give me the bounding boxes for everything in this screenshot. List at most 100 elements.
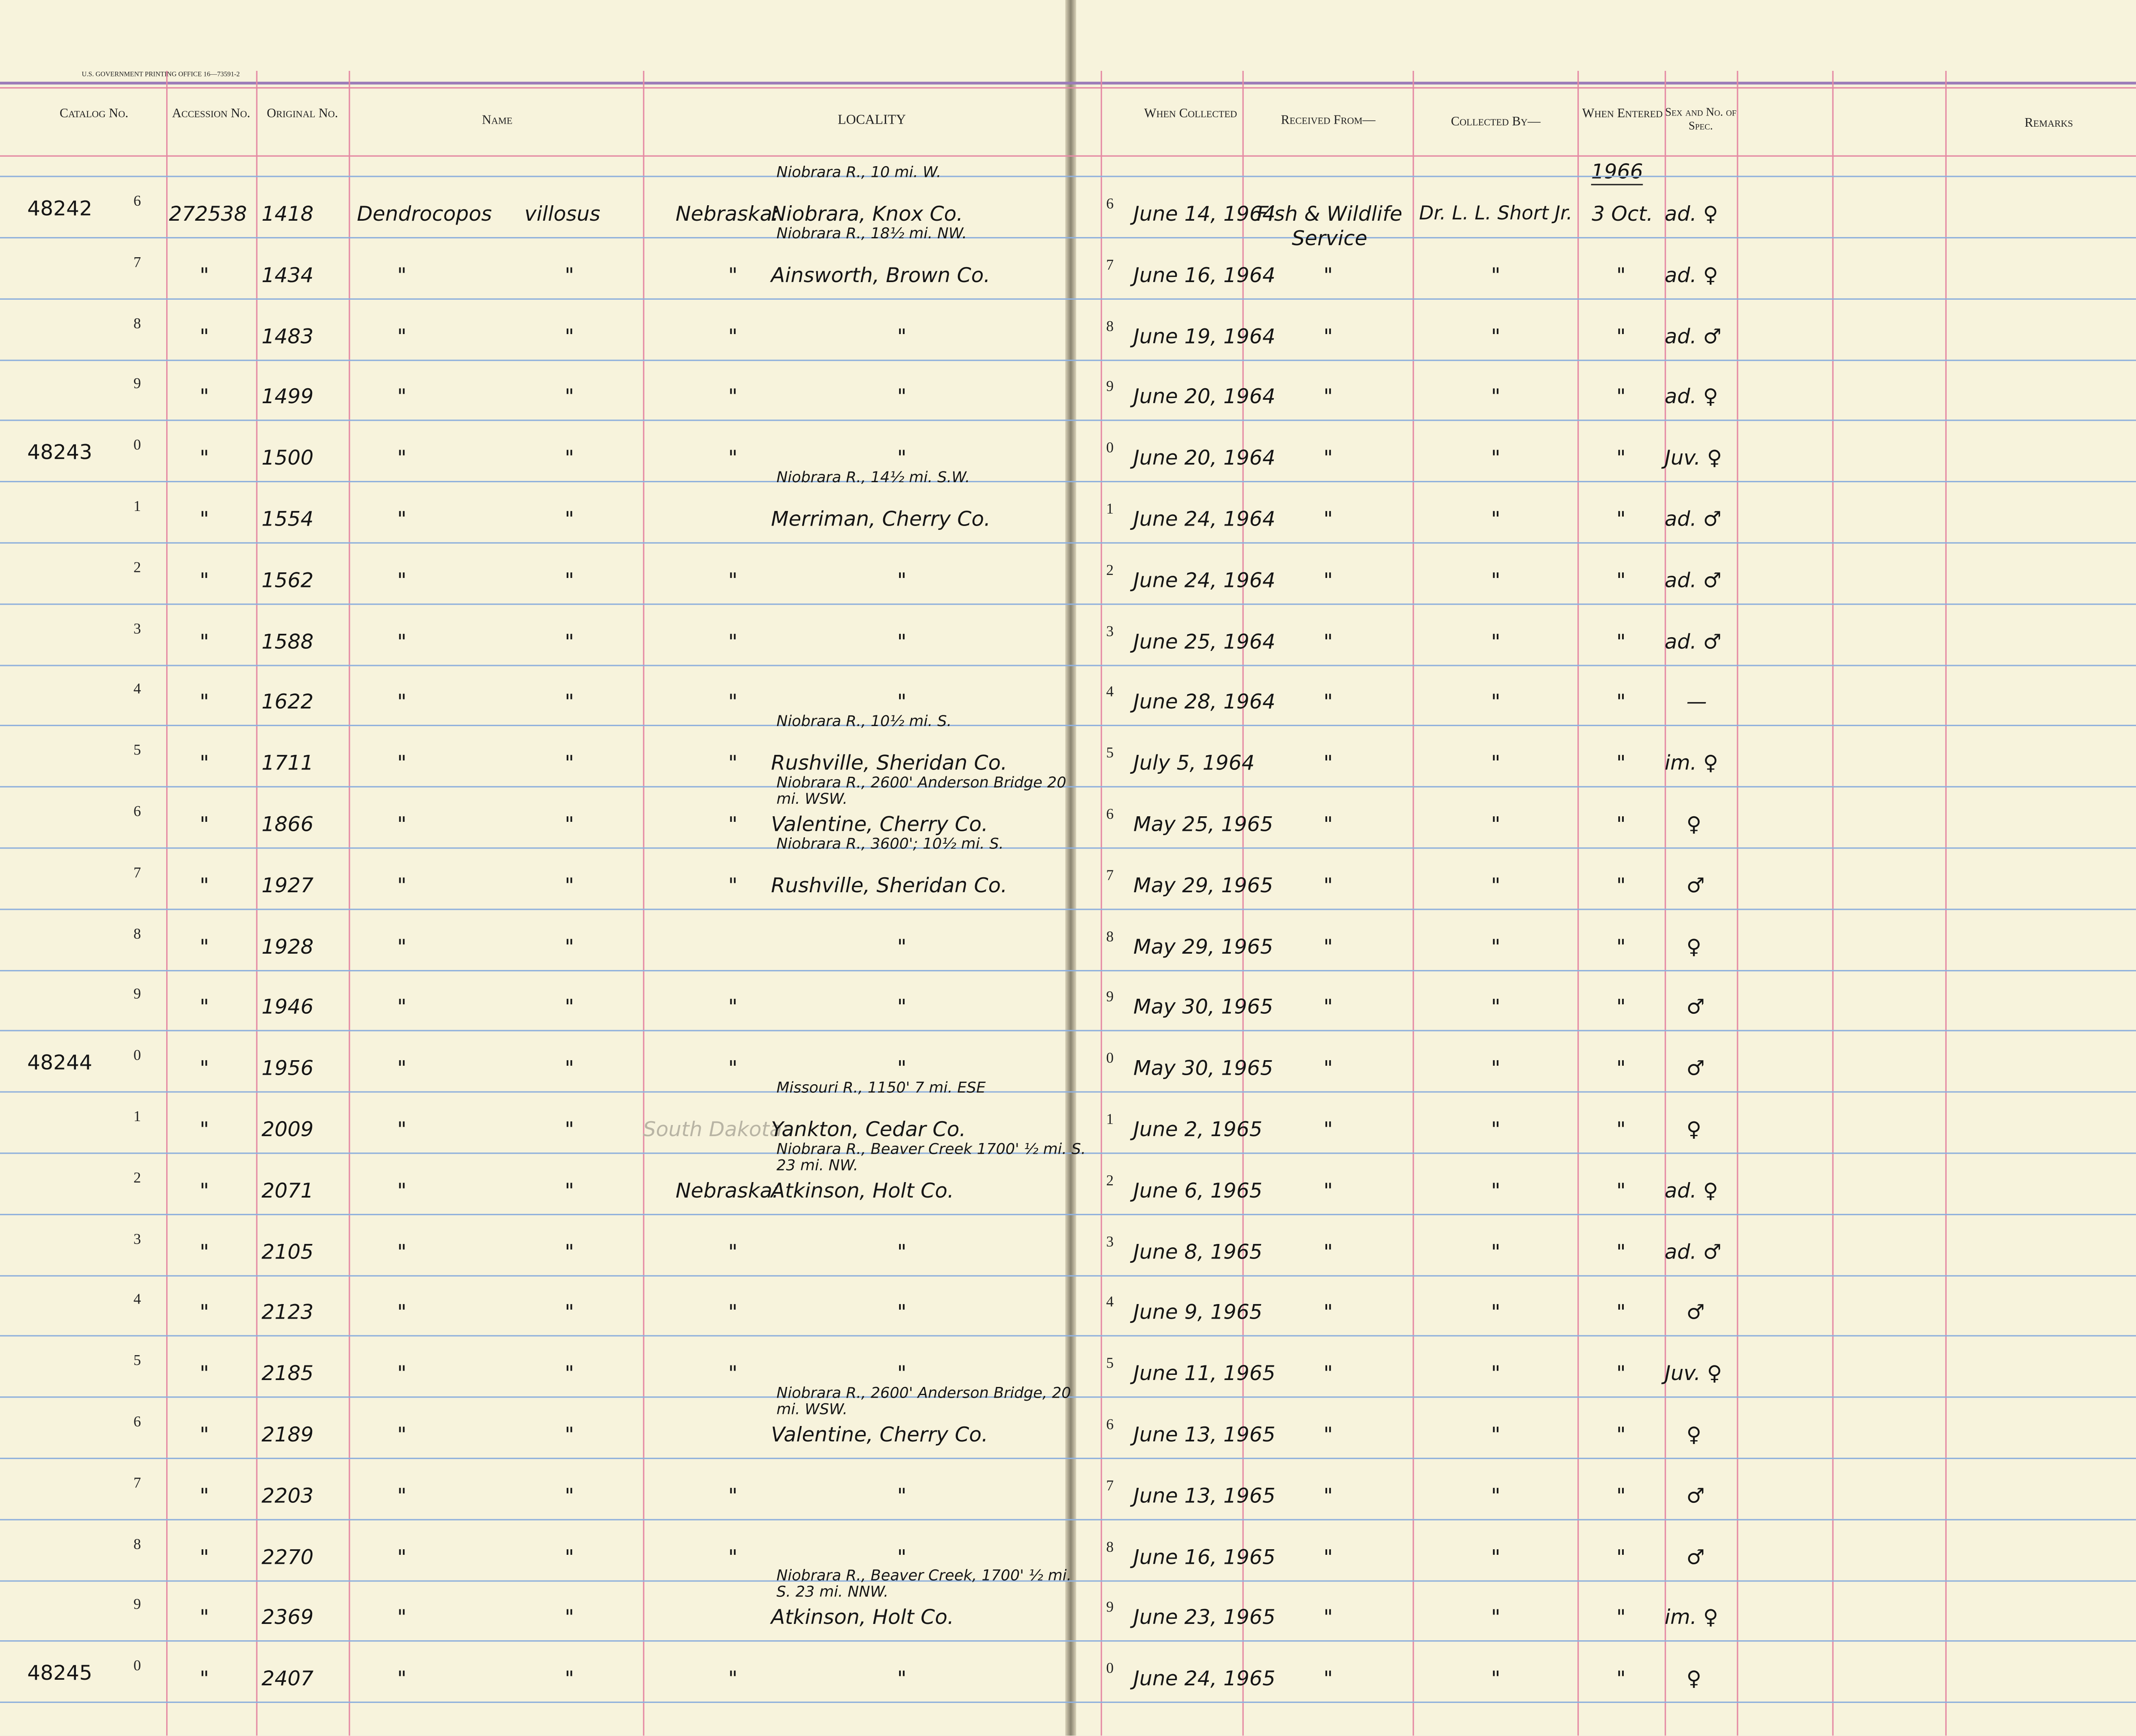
locality: " <box>897 995 907 1020</box>
original-number: 1946 <box>261 995 314 1020</box>
collected-by: " <box>1491 1178 1501 1203</box>
date-collected: June 14, 1964 <box>1133 201 1276 226</box>
state: " <box>728 1300 738 1325</box>
received-from: " <box>1323 568 1333 593</box>
row-digit: 0 <box>1106 440 1114 457</box>
row-digit: 9 <box>133 1597 141 1614</box>
original-number: 1434 <box>261 262 314 287</box>
row-digit: 1 <box>133 1109 141 1125</box>
locality-note: Niobrara R., 3600'; 10½ mi. S. <box>776 835 1004 853</box>
row-rule <box>0 542 2136 544</box>
sex: ♂ <box>1686 1300 1705 1325</box>
row-rule <box>0 847 2136 849</box>
when-entered: " <box>1616 1605 1626 1630</box>
header-catalog: Catalog No. <box>59 107 128 122</box>
species: " <box>565 568 574 593</box>
when-entered: " <box>1616 690 1626 714</box>
accession-number: " <box>199 1666 209 1691</box>
original-number: 1483 <box>261 323 314 348</box>
when-entered: " <box>1616 446 1626 471</box>
original-number: 1928 <box>261 934 314 959</box>
when-entered: " <box>1616 262 1626 287</box>
header-collected-by: Collected By— <box>1451 116 1541 130</box>
date-collected: June 28, 1964 <box>1133 690 1276 714</box>
top-rule <box>0 82 2136 85</box>
locality: Ainsworth, Brown Co. <box>771 262 991 287</box>
genus: " <box>397 812 407 837</box>
received-from: " <box>1323 1361 1333 1386</box>
original-number: 2185 <box>261 1361 314 1386</box>
original-number: 1418 <box>261 201 314 226</box>
state: " <box>728 751 738 775</box>
column-rule <box>1413 70 1414 1736</box>
genus: " <box>397 1056 407 1081</box>
original-number: 2407 <box>261 1666 314 1691</box>
row-rule <box>0 1641 2136 1642</box>
when-entered: " <box>1616 1361 1626 1386</box>
genus: " <box>397 873 407 898</box>
when-entered: " <box>1616 995 1626 1020</box>
locality: " <box>897 1483 907 1508</box>
accession-number: " <box>199 568 209 593</box>
sex: ad. ♂ <box>1665 507 1722 532</box>
sex: ad. ♀ <box>1665 384 1718 410</box>
accession-number: " <box>199 873 209 898</box>
when-entered: " <box>1616 1544 1626 1569</box>
genus: " <box>397 446 407 471</box>
row-rule <box>0 1274 2136 1276</box>
locality: " <box>897 1056 907 1081</box>
sex: ♂ <box>1686 995 1705 1020</box>
locality: " <box>897 1239 907 1264</box>
original-number: 1622 <box>261 690 314 714</box>
row-digit: 8 <box>133 315 141 332</box>
sex: Juv. ♀ <box>1665 446 1722 471</box>
date-collected: May 25, 1965 <box>1133 812 1273 837</box>
original-number: 1562 <box>261 568 314 593</box>
sex: ♀ <box>1686 1117 1702 1142</box>
row-digit: 5 <box>133 1353 141 1370</box>
collected-by: " <box>1491 1239 1501 1264</box>
locality: " <box>897 446 907 471</box>
accession-number: " <box>199 384 209 410</box>
sex: im. ♀ <box>1665 751 1718 775</box>
collected-by: " <box>1491 873 1501 898</box>
row-digit: 4 <box>1106 684 1114 701</box>
received-from: " <box>1323 995 1333 1020</box>
received-from: Fish & Wildlife Service <box>1257 201 1403 251</box>
row-rule <box>0 969 2136 971</box>
species: " <box>565 629 574 654</box>
row-digit: 0 <box>1106 1050 1114 1067</box>
locality: " <box>897 323 907 348</box>
header-when-collected: When Collected <box>1144 107 1237 122</box>
row-digit: 6 <box>1106 806 1114 823</box>
column-rule <box>166 70 168 1736</box>
row-rule <box>0 603 2136 605</box>
row-digit: 2 <box>1106 562 1114 579</box>
species: " <box>565 1178 574 1203</box>
collected-by: " <box>1491 1422 1501 1447</box>
locality: Rushville, Sheridan Co. <box>771 751 1007 775</box>
state: " <box>728 323 738 348</box>
when-entered: " <box>1616 1300 1626 1325</box>
column-rule <box>643 70 644 1736</box>
row-digit: 0 <box>133 1658 141 1675</box>
locality-note: Missouri R., 1150' 7 mi. ESE <box>776 1079 986 1097</box>
header-original: Original No. <box>267 107 338 122</box>
sex: im. ♀ <box>1665 1605 1718 1630</box>
received-from: " <box>1323 873 1333 898</box>
sex: Juv. ♀ <box>1665 1361 1722 1386</box>
original-number: 1711 <box>261 751 314 775</box>
received-from: " <box>1323 690 1333 714</box>
header-rule <box>0 155 2136 157</box>
when-entered: " <box>1616 629 1626 654</box>
collected-by: " <box>1491 1056 1501 1081</box>
locality: Valentine, Cherry Co. <box>771 1422 988 1447</box>
row-rule <box>0 176 2136 178</box>
header-locality: LOCALITY <box>838 113 906 128</box>
locality: Atkinson, Holt Co. <box>771 1178 954 1203</box>
collected-by: " <box>1491 1666 1501 1691</box>
row-rule <box>0 359 2136 361</box>
state: " <box>728 1056 738 1081</box>
received-from: " <box>1323 1666 1333 1691</box>
collected-by: " <box>1491 934 1501 959</box>
